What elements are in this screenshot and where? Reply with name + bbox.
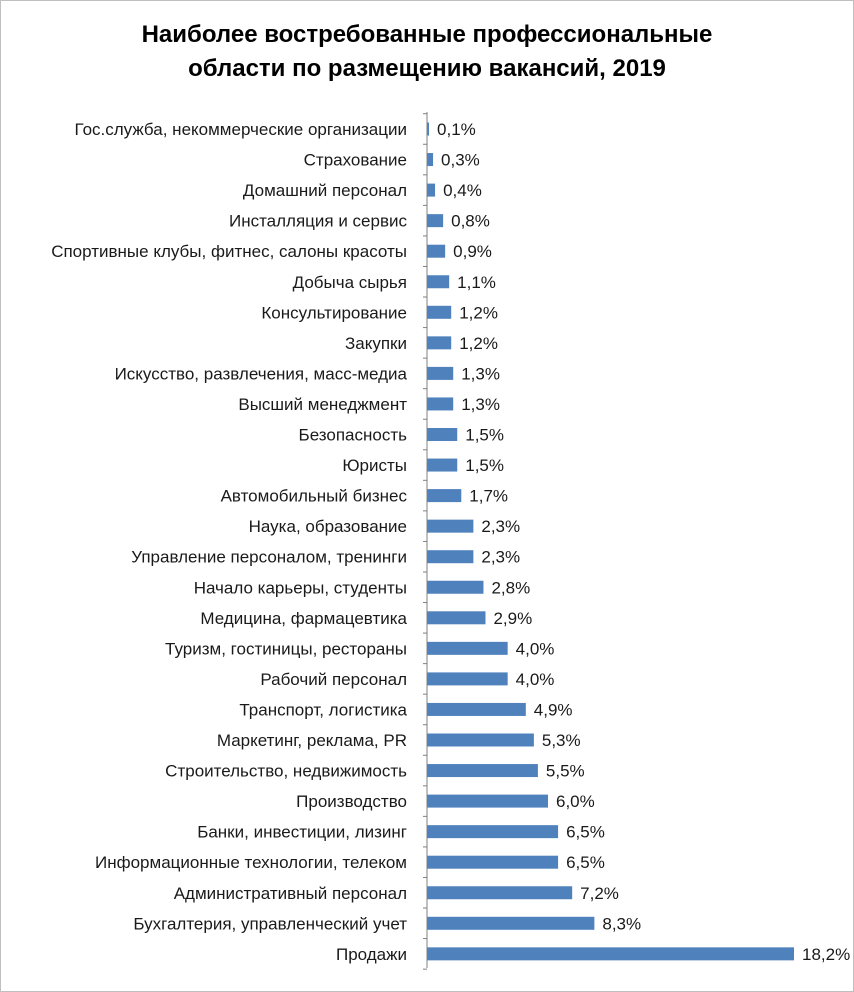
category-label: Строительство, недвижимость [165, 762, 407, 781]
value-label: 1,7% [469, 487, 508, 506]
value-label: 1,3% [461, 364, 500, 383]
value-label: 1,1% [457, 273, 496, 292]
category-label: Добыча сырья [293, 273, 407, 292]
bar [427, 916, 595, 930]
category-label: Рабочий персонал [260, 670, 407, 689]
bar [427, 153, 434, 167]
bar [427, 183, 436, 197]
category-label: Гос.служба, некоммерческие организации [75, 120, 407, 139]
bar [427, 611, 486, 625]
bar [427, 122, 430, 136]
category-label: Страхование [304, 151, 407, 170]
bar [427, 458, 458, 472]
category-label: Маркетинг, реклама, PR [217, 731, 407, 750]
category-label: Автомобильный бизнес [221, 487, 408, 506]
value-label: 6,5% [566, 853, 605, 872]
category-label: Управление персоналом, тренинги [131, 548, 407, 567]
value-label: 5,3% [542, 731, 581, 750]
bar [427, 428, 458, 441]
value-label: 4,0% [516, 639, 555, 658]
category-label: Юристы [342, 456, 407, 475]
value-label: 1,5% [465, 456, 504, 475]
value-label: 2,3% [481, 548, 520, 567]
category-label: Начало карьеры, студенты [194, 578, 407, 597]
value-label: 5,5% [546, 762, 585, 781]
bar [427, 550, 474, 564]
category-label: Продажи [336, 945, 407, 964]
bar [427, 702, 526, 716]
value-label: 2,8% [491, 578, 530, 597]
bar [427, 641, 508, 655]
category-label: Туризм, гостиницы, рестораны [165, 639, 407, 658]
bar [427, 886, 573, 900]
bar [427, 947, 794, 961]
bar [427, 244, 446, 258]
bar [427, 825, 559, 839]
category-label: Медицина, фармацевтика [200, 609, 407, 628]
bar [427, 214, 444, 228]
category-label: Производство [296, 792, 407, 811]
category-label: Домашний персонал [243, 181, 407, 200]
bar [427, 764, 538, 778]
value-label: 18,2% [802, 945, 850, 964]
bar [427, 305, 452, 319]
value-label: 4,0% [516, 670, 555, 689]
value-label: 1,2% [459, 303, 498, 322]
category-label: Информационные технологии, телеком [95, 853, 407, 872]
chart-title-line-2: области по размещению вакансий, 2019 [188, 55, 666, 82]
value-label: 0,9% [453, 242, 492, 261]
category-label: Высший менеджмент [238, 395, 407, 414]
bar [427, 366, 454, 380]
category-label: Наука, образование [249, 517, 407, 536]
value-label: 0,3% [441, 151, 480, 170]
bar [427, 489, 462, 503]
value-label: 6,0% [556, 792, 595, 811]
bar [427, 580, 484, 594]
category-label: Закупки [345, 334, 407, 353]
category-label: Банки, инвестиции, лизинг [197, 823, 407, 842]
category-label: Инсталляция и сервис [229, 212, 408, 231]
chart-title: Наиболее востребованные профессиональные… [0, 18, 854, 86]
value-label: 1,2% [459, 334, 498, 353]
category-label: Безопасность [299, 426, 408, 445]
bar [427, 275, 450, 289]
bar [427, 733, 534, 747]
bar [427, 397, 454, 411]
value-label: 1,3% [461, 395, 500, 414]
bar [427, 672, 508, 686]
value-label: 8,3% [602, 914, 641, 933]
bar [427, 336, 452, 350]
category-label: Бухгалтерия, управленческий учет [133, 914, 407, 933]
chart-title-line-1: Наиболее востребованные профессиональные [141, 21, 713, 48]
bar [427, 855, 559, 869]
value-label: 0,4% [443, 181, 482, 200]
value-label: 0,1% [437, 120, 476, 139]
value-label: 0,8% [451, 212, 490, 231]
category-label: Спортивные клубы, фитнес, салоны красоты [51, 242, 407, 261]
value-label: 1,5% [465, 426, 504, 445]
bar [427, 519, 474, 533]
value-label: 2,3% [481, 517, 520, 536]
category-label: Искусство, развлечения, масс-медиа [115, 364, 408, 383]
category-label: Административный персонал [174, 884, 407, 903]
value-label: 6,5% [566, 823, 605, 842]
value-label: 7,2% [580, 884, 619, 903]
category-label: Транспорт, логистика [239, 700, 407, 719]
value-label: 4,9% [534, 700, 573, 719]
category-label: Консультирование [261, 303, 407, 322]
value-label: 2,9% [493, 609, 532, 628]
bar [427, 794, 548, 808]
